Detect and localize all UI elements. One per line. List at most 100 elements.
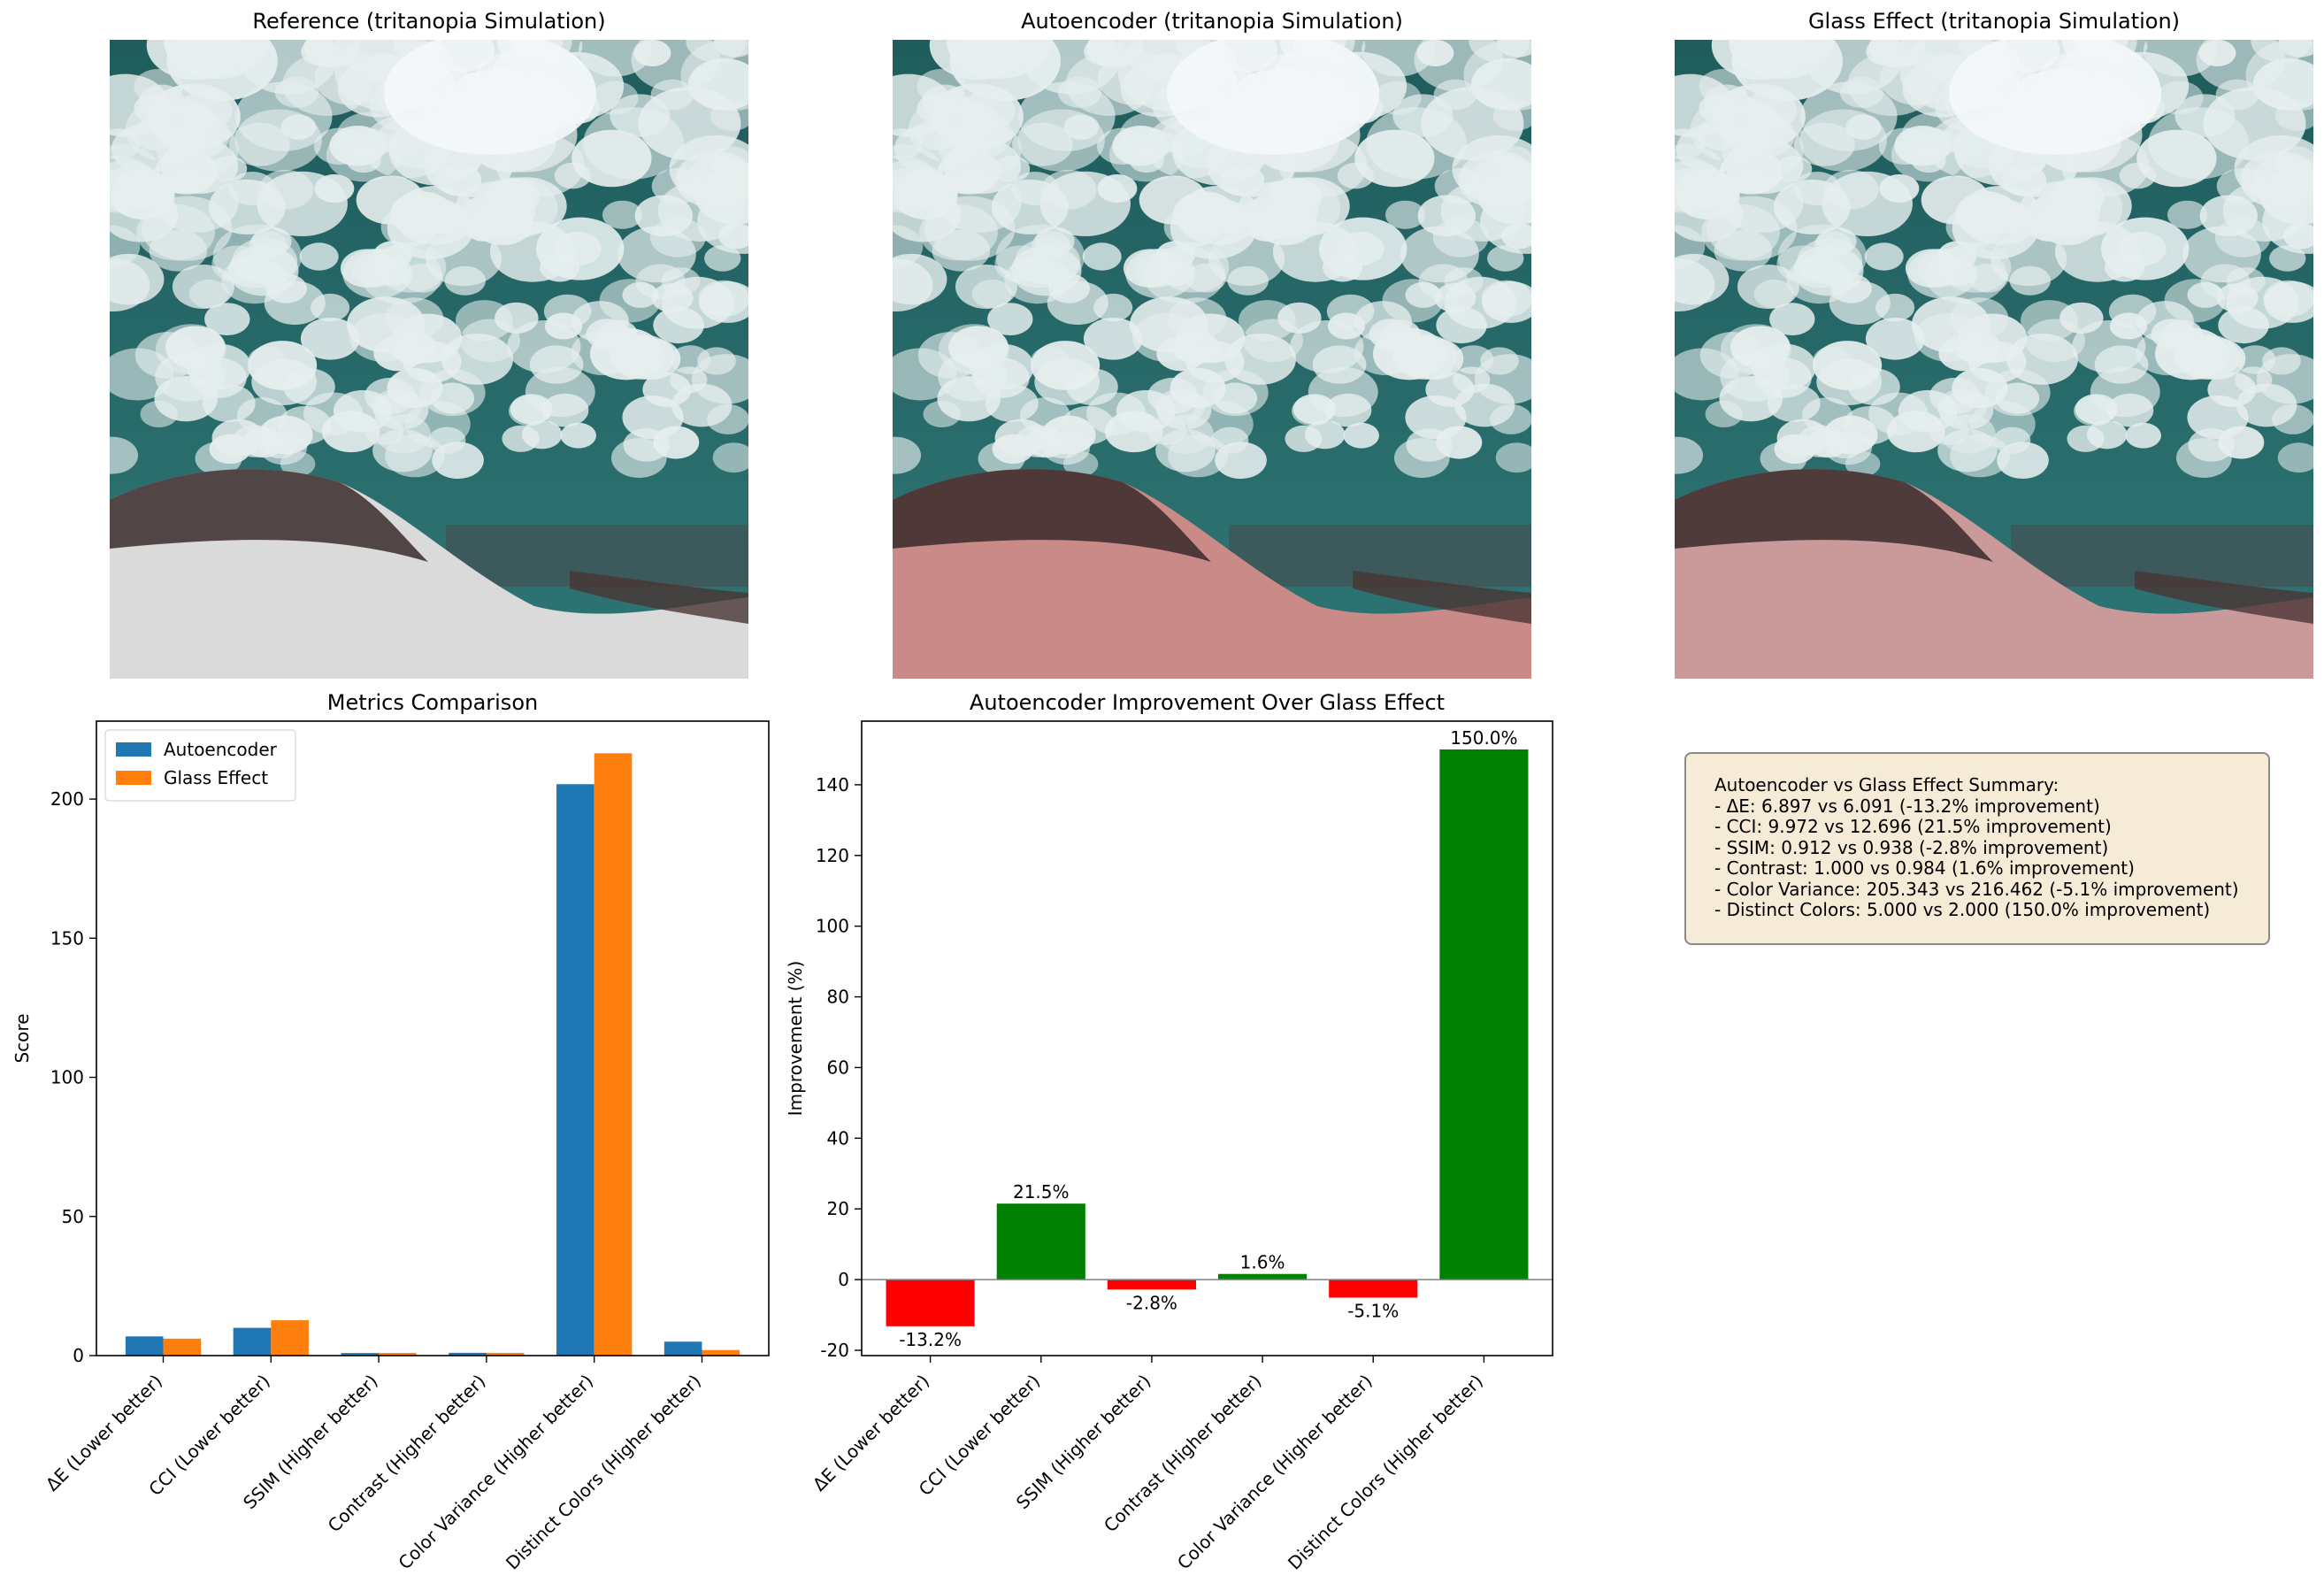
cloud: [1168, 297, 1227, 340]
cloud: [1405, 281, 1442, 308]
cloud: [1711, 40, 1809, 81]
cloud: [146, 40, 244, 81]
y-tick-label: 100: [50, 1067, 84, 1088]
cloud: [1905, 249, 1960, 288]
y-tick-label: 150: [50, 927, 84, 949]
dune-vegetation: [1675, 469, 1993, 562]
x-tick-label: ΔE (Lower better): [809, 1371, 933, 1495]
cloud: [1432, 217, 1489, 257]
cloud: [257, 171, 348, 237]
cloud: [675, 150, 748, 209]
cloud: [535, 217, 625, 280]
cloud: [2024, 319, 2085, 363]
cloud: [1017, 81, 1116, 151]
cloud: [1699, 332, 1766, 379]
cloud: [2277, 442, 2313, 473]
data-label: 21.5%: [1013, 1181, 1070, 1203]
cloud: [529, 345, 584, 384]
y-tick-label: 0: [838, 1269, 849, 1290]
cloud: [390, 331, 437, 365]
cloud: [1864, 242, 1904, 271]
y-tick-label: 120: [816, 845, 849, 866]
cloud: [1167, 40, 1379, 155]
summary-line: - SSIM: 0.912 vs 0.938 (-2.8% improvemen…: [1714, 836, 2109, 858]
x-tick-label: SSIM (Higher better): [239, 1371, 382, 1514]
cloud: [1354, 301, 1412, 342]
cloud: [651, 282, 694, 313]
cloud: [1034, 358, 1100, 405]
cloud: [1952, 368, 2008, 409]
summary-line: - Distinct Colors: 5.000 vs 2.000 (150.0…: [1714, 899, 2211, 920]
cloud: [1868, 392, 1929, 435]
cloud: [1865, 317, 1925, 360]
cloud: [2272, 403, 2313, 434]
cloud: [1170, 368, 1226, 409]
cloud: [893, 168, 928, 200]
cloud: [1343, 422, 1379, 449]
cloud: [633, 40, 671, 66]
cloud: [2094, 345, 2149, 384]
axes-frame: [96, 720, 770, 1356]
bar-autoencoder: [449, 1352, 487, 1356]
cloud: [670, 345, 711, 374]
x-tick-label: Contrast (Higher better): [324, 1371, 490, 1537]
cloud: [1767, 384, 1821, 423]
cloud: [1824, 430, 1873, 465]
cloud: [712, 442, 748, 473]
summary-line: - Contrast: 1.000 vs 0.984 (1.6% improve…: [1714, 857, 2135, 879]
cloud: [937, 376, 1001, 422]
y-tick-label: 60: [827, 1057, 849, 1078]
y-tick-label: 40: [827, 1127, 849, 1149]
legend-swatch: [116, 771, 151, 785]
y-axis-label: Score: [12, 1013, 33, 1063]
y-tick-label: -20: [820, 1340, 849, 1361]
cloud: [2067, 425, 2105, 452]
bar-glass-effect: [379, 1353, 417, 1356]
bar-glass-effect: [702, 1349, 740, 1356]
cloud: [234, 81, 333, 151]
cloud: [1753, 280, 1794, 309]
data-label: -5.1%: [1347, 1300, 1399, 1321]
cloud: [1712, 83, 1806, 150]
dune-vegetation: [2135, 571, 2313, 624]
summary-line: - ΔE: 6.897 vs 6.091 (-13.2% improvement…: [1714, 795, 2100, 817]
cloud: [2240, 150, 2313, 209]
dune-vegetation: [110, 469, 428, 562]
cloud: [1405, 395, 1467, 440]
legend-swatch: [116, 742, 151, 757]
cloud: [1039, 171, 1131, 237]
cloud: [1384, 200, 1426, 229]
cloud: [1242, 319, 1303, 363]
cloud: [390, 191, 454, 237]
x-tick-label: ΔE (Lower better): [42, 1371, 166, 1495]
bar-glass-effect: [486, 1352, 525, 1356]
cloud: [1940, 414, 1996, 454]
axes-frame: [861, 720, 1553, 1356]
improvement-bar: [1439, 749, 1529, 1280]
x-tick-label: Distinct Colors (Higher better): [1284, 1371, 1487, 1574]
summary-line: Autoencoder vs Glass Effect Summary:: [1714, 774, 2059, 795]
cloud: [426, 231, 502, 287]
cloud: [1173, 191, 1237, 237]
bar-autoencoder: [556, 784, 594, 1356]
cloud: [1434, 282, 1476, 313]
cloud: [1433, 79, 1477, 111]
cloud: [650, 79, 694, 111]
cloud: [1436, 307, 1487, 344]
photo-scene: [1675, 40, 2313, 679]
cloud: [707, 403, 748, 434]
cloud: [2216, 282, 2259, 313]
improvement-bar: [996, 1203, 1085, 1280]
cloud: [1158, 414, 1214, 454]
cloud: [893, 436, 922, 474]
data-label: -13.2%: [899, 1329, 962, 1350]
cloud: [188, 280, 229, 309]
cloud: [1675, 258, 1715, 312]
cloud: [969, 343, 1034, 390]
cloud: [1675, 436, 1704, 474]
y-axis-label: Improvement (%): [785, 961, 806, 1117]
image-title-glass-effect: Glass Effect (tritanopia Simulation): [1807, 9, 2181, 34]
cloud: [1083, 317, 1143, 360]
summary-box: Autoencoder vs Glass Effect Summary: - Δ…: [1684, 752, 2270, 945]
cloud: [2125, 422, 2161, 449]
